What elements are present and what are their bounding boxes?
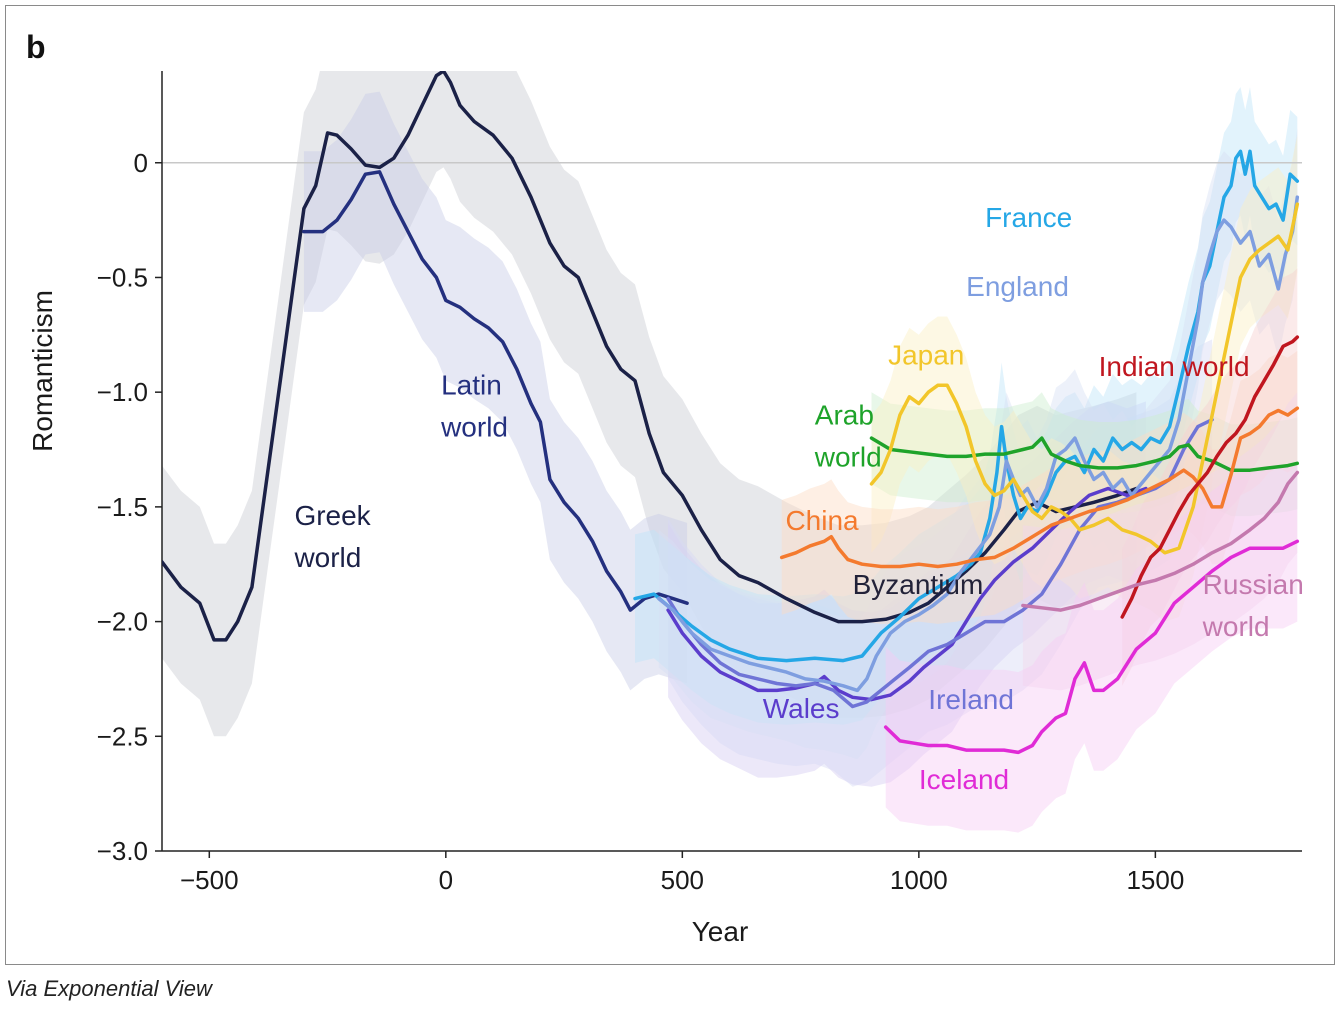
x-tick-label: 500	[661, 865, 704, 895]
line-indian-world	[1120, 335, 1300, 619]
label-latin-world: Latin world	[440, 369, 508, 442]
label-france: France	[985, 202, 1072, 233]
figure-frame: 0 −0.5 −1.0 −1.5 −2.0 −2.5 −3.0 −500 0 500 1000 150…	[5, 5, 1335, 965]
line-arab-world	[869, 436, 1300, 472]
panel-label: b	[26, 29, 46, 65]
label-china: China	[785, 505, 859, 536]
series-lines	[162, 71, 1300, 755]
band-japan	[871, 135, 1298, 622]
label-arab-world: Arab world	[814, 399, 882, 472]
chart: 0 −0.5 −1.0 −1.5 −2.0 −2.5 −3.0 −500 0 500 1000 150…	[26, 29, 1304, 947]
label-indian-world: Indian world	[1099, 351, 1250, 382]
y-tick-label: −0.5	[97, 262, 148, 292]
label-russian-world: Russian world	[1202, 569, 1304, 642]
line-france	[633, 149, 1300, 663]
label-greek-world: Greek world	[293, 500, 371, 573]
label-japan: Japan	[888, 340, 964, 371]
label-byzantium: Byzantium	[853, 569, 984, 600]
label-ireland: Ireland	[928, 684, 1014, 715]
series-labels: Greek world Latin world Byzantium Wales Irelan…	[293, 202, 1303, 795]
label-wales: Wales	[763, 693, 840, 724]
y-tick-label: −2.5	[97, 721, 148, 751]
band-russian-world	[1022, 392, 1298, 691]
confidence-bands	[162, 71, 1298, 833]
y-tick-label: −1.5	[97, 492, 148, 522]
x-axis-title: Year	[692, 916, 749, 947]
line-china	[779, 406, 1300, 569]
band-arab-world	[871, 392, 1298, 517]
x-tick-label: 1000	[890, 865, 948, 895]
line-england	[656, 195, 1300, 693]
band-france	[635, 87, 1298, 725]
label-iceland: Iceland	[919, 764, 1009, 795]
y-tick-label: −1.0	[97, 377, 148, 407]
x-tick-label: −500	[180, 865, 239, 895]
line-latin-world	[302, 170, 689, 612]
band-iceland	[885, 461, 1298, 833]
y-axis-title: Romanticism	[27, 290, 58, 452]
line-iceland	[883, 539, 1300, 755]
axes: 0 −0.5 −1.0 −1.5 −2.0 −2.5 −3.0 −500 0 500 1000 150…	[27, 71, 1302, 947]
x-tick-label: 1500	[1126, 865, 1184, 895]
line-russian-world	[1021, 470, 1300, 612]
x-tick-label: 0	[439, 865, 453, 895]
y-tick-label: −3.0	[97, 836, 148, 866]
y-tick-label: −2.0	[97, 607, 148, 637]
band-indian-world	[1122, 268, 1298, 686]
line-greek-world	[162, 71, 1139, 642]
line-japan	[869, 202, 1300, 555]
band-china	[781, 350, 1298, 624]
label-england: England	[966, 271, 1069, 302]
band-greek-world	[162, 71, 1137, 737]
y-tick-label: 0	[134, 148, 148, 178]
band-ireland	[668, 339, 1213, 787]
caption: Via Exponential View	[6, 976, 212, 1001]
